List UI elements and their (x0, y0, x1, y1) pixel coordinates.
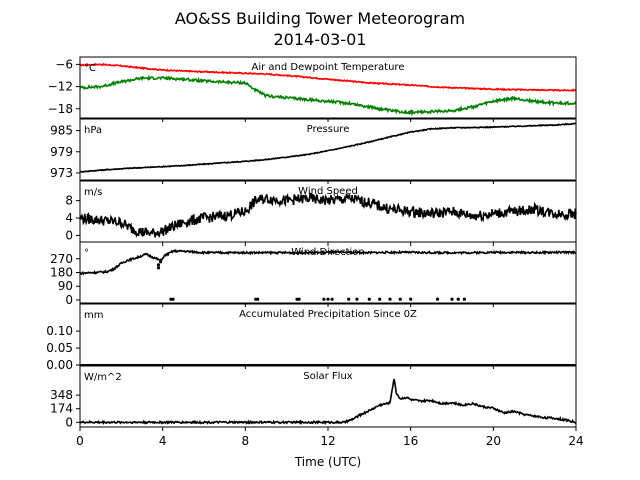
x-tick-label: 0 (76, 434, 84, 448)
panel-unit-label: hPa (84, 125, 102, 136)
wind-direction-point (409, 297, 413, 301)
panel-title: Wind Direction (291, 247, 365, 258)
chart-title: AO&SS Building Tower Meteorogram (175, 9, 465, 28)
series-line-panel4-1 (79, 248, 577, 276)
x-tick-label: 20 (486, 434, 501, 448)
y-tick-label: 0.10 (46, 324, 73, 338)
panel-unit-label: °C (84, 63, 96, 74)
wind-direction-point (297, 297, 301, 301)
wind-direction-point (367, 297, 371, 301)
panel-title: Solar Flux (303, 371, 353, 382)
x-tick-label: 24 (568, 434, 583, 448)
wind-direction-point (156, 263, 161, 267)
wind-direction-point (378, 297, 382, 301)
wind-direction-point (326, 297, 330, 301)
y-tick-label: 174 (50, 402, 73, 416)
y-tick-label: 0.05 (46, 341, 73, 355)
y-tick-label: 985 (50, 124, 73, 138)
wind-direction-point (156, 266, 161, 270)
wind-direction-point (171, 297, 175, 301)
y-tick-label: 0.00 (46, 358, 73, 372)
y-tick-label: 8 (65, 194, 73, 208)
x-axis-label: Time (UTC) (294, 455, 361, 469)
y-tick-label: 270 (50, 252, 73, 266)
panel-unit-label: m/s (84, 187, 102, 198)
y-tick-label: 4 (65, 211, 73, 225)
y-tick-label: 979 (50, 145, 73, 159)
x-tick-label: 4 (159, 434, 167, 448)
y-tick-label: 973 (50, 166, 73, 180)
series-line-panel2-1 (79, 122, 577, 173)
y-tick-label: −12 (48, 80, 73, 94)
y-tick-label: −18 (48, 102, 73, 116)
x-tick-label: 12 (320, 434, 335, 448)
panel-unit-label: mm (84, 310, 103, 321)
wind-direction-point (435, 297, 440, 301)
wind-direction-point (398, 297, 402, 301)
y-tick-label: 348 (50, 388, 73, 402)
wind-direction-point (355, 297, 359, 301)
wind-direction-point (256, 297, 260, 301)
y-tick-label: 0 (65, 415, 73, 429)
y-tick-label: 0 (65, 293, 73, 307)
panel-title: Air and Dewpoint Temperature (252, 62, 405, 73)
wind-direction-point (159, 260, 163, 264)
x-tick-label: 16 (403, 434, 418, 448)
wind-direction-point (450, 297, 454, 301)
panel-title: Pressure (307, 124, 350, 135)
y-tick-label: −6 (55, 57, 73, 71)
series-line-panel3-1 (79, 192, 577, 238)
panels-group: −6 −12 −18 Air and Dewpoint Temperature °C 97… (46, 56, 584, 448)
wind-direction-point (347, 297, 351, 301)
panel-unit-label: W/m^2 (84, 372, 122, 383)
panel-title: Wind Speed (298, 186, 358, 197)
wind-direction-point (388, 297, 392, 301)
y-tick-label: 0 (65, 228, 73, 242)
series-line-panel1-1 (79, 62, 577, 92)
x-tick-label: 8 (242, 434, 250, 448)
wind-direction-point (462, 297, 466, 301)
y-tick-label: 90 (58, 279, 73, 293)
panel-title: Accumulated Precipitation Since 0Z (239, 309, 417, 320)
wind-direction-point (330, 297, 334, 301)
panel-unit-label: ° (84, 248, 89, 259)
y-tick-label: 180 (50, 266, 73, 280)
series-line-panel1-2 (79, 74, 577, 117)
chart-subtitle-date: 2014-03-01 (274, 30, 367, 49)
wind-direction-point (456, 297, 460, 301)
wind-direction-point (322, 297, 326, 301)
series-line-panel6-1 (79, 378, 577, 426)
